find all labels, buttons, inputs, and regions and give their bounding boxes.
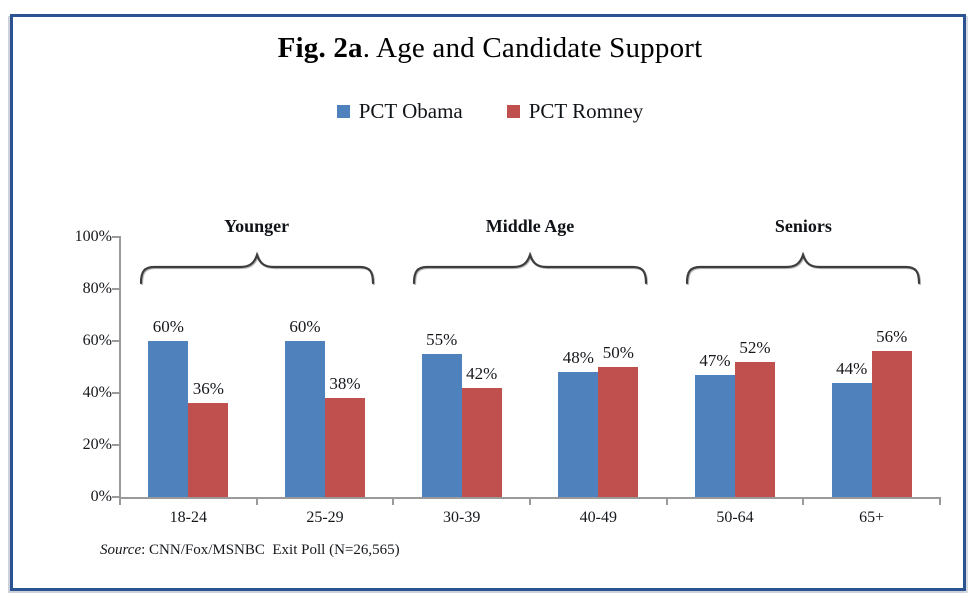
legend-swatch-icon <box>336 105 350 118</box>
chart-title-text: . Age and Candidate Support <box>362 32 703 64</box>
y-axis-tick-label: 80% <box>82 280 112 297</box>
y-axis-tick <box>112 288 119 290</box>
bar-value-label: 38% <box>329 374 361 394</box>
chart-title: Fig. 2a. Age and Candidate Support <box>0 32 980 64</box>
y-axis-tick-label: 100% <box>74 228 112 245</box>
bar-romney <box>188 403 229 497</box>
bar-romney <box>461 387 502 497</box>
x-axis-category-label: 40-49 <box>579 509 617 526</box>
x-axis-tick <box>392 499 395 505</box>
bar-value-label: 56% <box>876 327 908 347</box>
bar-value-label: 50% <box>602 343 634 362</box>
bar-obama <box>695 374 735 497</box>
age-group-bracket-icon <box>683 250 923 286</box>
source-note-text: : CNN/Fox/MSNBC Exit Poll (N=26,565) <box>141 542 400 558</box>
x-axis-tick <box>255 499 258 505</box>
bar-value-label: 60% <box>289 317 321 336</box>
x-axis-category-label: 50-64 <box>716 509 754 526</box>
legend-swatch-icon <box>506 105 520 118</box>
x-axis-tick <box>665 499 668 505</box>
legend-label: PCT Romney <box>528 99 644 123</box>
y-axis-line <box>119 236 121 497</box>
bar-obama <box>285 341 325 497</box>
x-axis-tick <box>802 499 805 505</box>
y-axis-tick <box>112 496 119 498</box>
y-axis-tick <box>112 340 119 342</box>
bar-romney <box>598 367 639 497</box>
bar-value-label: 52% <box>739 337 771 357</box>
x-axis-tick <box>529 499 531 505</box>
bar-value-label: 60% <box>152 317 184 336</box>
bar-romney <box>325 398 365 497</box>
chart-legend: PCT Obama PCT Romney <box>0 99 980 124</box>
x-axis-category-label: 30-39 <box>442 509 481 526</box>
y-axis-tick-label: 40% <box>82 384 112 401</box>
bar-value-label: 42% <box>466 363 498 383</box>
x-axis-category-label: 18-24 <box>169 509 207 526</box>
bar-romney <box>871 351 912 497</box>
age-group-bracket-icon <box>410 250 650 286</box>
legend-item-pct-obama: PCT Obama <box>336 99 463 124</box>
bar-romney <box>735 361 775 497</box>
x-axis-category-label: 25-29 <box>306 509 344 526</box>
bar-obama <box>831 382 872 497</box>
age-group-bracket-icon <box>137 250 377 286</box>
bar-value-label: 36% <box>192 379 224 399</box>
y-axis-tick-label: 20% <box>82 436 112 453</box>
age-group-label: Younger <box>224 216 290 236</box>
x-axis-tick <box>119 499 121 505</box>
x-axis-line <box>119 497 941 499</box>
y-axis-tick <box>112 392 119 394</box>
legend-item-pct-romney: PCT Romney <box>506 99 644 124</box>
bar-value-label: 48% <box>562 348 594 368</box>
bar-obama <box>558 372 599 497</box>
chart-title-figure-number: Fig. 2a <box>277 32 363 64</box>
y-axis-tick <box>112 444 119 446</box>
bar-value-label: 47% <box>699 350 731 370</box>
bar-value-label: 44% <box>836 358 868 378</box>
source-note-label: Source <box>100 542 142 558</box>
y-axis-tick <box>112 236 119 238</box>
bar-value-label: 55% <box>426 330 458 349</box>
x-axis-category-label: 65+ <box>859 509 885 526</box>
x-axis-tick <box>939 499 941 505</box>
age-group-label: Middle Age <box>485 216 575 236</box>
legend-label: PCT Obama <box>358 99 463 123</box>
bar-obama <box>421 354 462 497</box>
source-note: Source: CNN/Fox/MSNBC Exit Poll (N=26,56… <box>100 542 400 559</box>
age-group-label: Seniors <box>774 216 832 236</box>
y-axis-tick-label: 0% <box>90 488 112 505</box>
y-axis-tick-label: 60% <box>82 332 112 349</box>
bar-obama <box>148 341 189 497</box>
